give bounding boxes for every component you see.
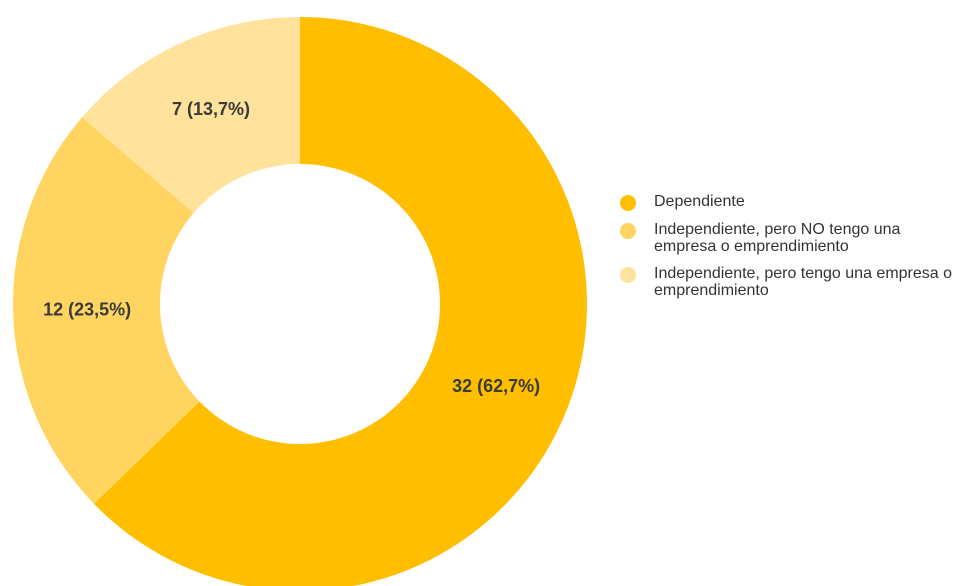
legend-item-independiente-con-empresa[interactable]: Independiente, pero tengo una empresa o … <box>620 265 960 299</box>
slice-label-dependiente: 32 (62,7%) <box>452 376 540 396</box>
slice-labels: 32 (62,7%) 12 (23,5%) 7 (13,7%) <box>43 99 540 396</box>
slice-label-independiente-con-empresa: 7 (13,7%) <box>172 99 250 119</box>
legend-swatch-independiente-con-empresa <box>620 267 636 283</box>
legend-item-dependiente[interactable]: Dependiente <box>620 193 960 211</box>
legend-swatch-independiente-sin-empresa <box>620 223 636 239</box>
legend-swatch-dependiente <box>620 195 636 211</box>
donut-hole <box>160 164 440 444</box>
legend-item-independiente-sin-empresa[interactable]: Independiente, pero NO tengo una empresa… <box>620 221 960 255</box>
legend-label-independiente-con-empresa: Independiente, pero tengo una empresa o … <box>654 265 953 299</box>
slice-label-independiente-sin-empresa: 12 (23,5%) <box>43 299 131 319</box>
legend-label-independiente-sin-empresa: Independiente, pero NO tengo una empresa… <box>654 221 901 255</box>
slice-independiente-sin-empresa[interactable] <box>12 117 300 504</box>
legend-label-dependiente: Dependiente <box>654 193 745 210</box>
legend: Dependiente Independiente, pero NO tengo… <box>620 193 960 309</box>
